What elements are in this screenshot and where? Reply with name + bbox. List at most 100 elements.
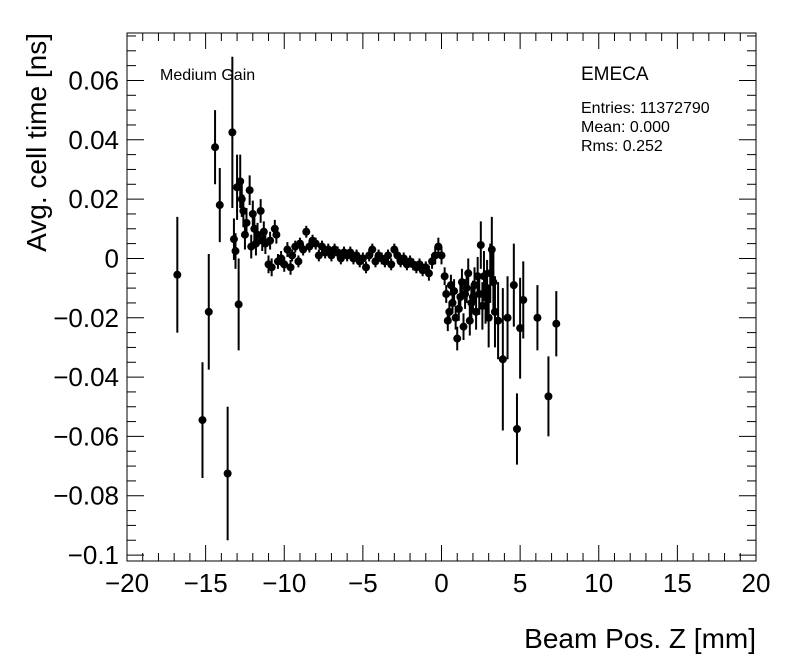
data-point xyxy=(453,334,462,343)
data-point xyxy=(476,241,485,250)
x-axis-title: Beam Pos. Z [mm] xyxy=(524,623,756,654)
data-point xyxy=(336,254,345,263)
y-tick-label: 0.02 xyxy=(68,184,119,214)
data-point xyxy=(399,254,408,263)
data-point xyxy=(428,257,437,266)
data-point xyxy=(266,236,275,245)
x-tick-label: 0 xyxy=(434,568,448,598)
data-point xyxy=(277,254,286,263)
data-point xyxy=(446,281,455,290)
data-point xyxy=(387,260,396,269)
data-point xyxy=(295,239,304,248)
data-point xyxy=(442,290,451,299)
data-point xyxy=(371,257,380,266)
data-point xyxy=(253,230,262,239)
y-tick-label: −0.02 xyxy=(53,303,119,333)
data-point xyxy=(544,392,553,401)
data-point xyxy=(358,254,367,263)
data-point xyxy=(451,313,460,322)
stats-rms: Rms: 0.252 xyxy=(581,138,663,155)
data-point xyxy=(533,313,542,322)
x-tick-label: 5 xyxy=(513,568,527,598)
x-tick-label: −15 xyxy=(184,568,228,598)
stats-mean: Mean: 0.000 xyxy=(581,119,670,136)
data-point xyxy=(431,251,440,260)
data-point xyxy=(346,248,355,257)
data-point xyxy=(475,290,484,299)
data-point xyxy=(484,313,493,322)
data-point xyxy=(519,295,528,304)
data-point xyxy=(239,206,248,215)
data-point xyxy=(215,201,224,210)
data-point xyxy=(384,251,393,260)
data-point xyxy=(424,269,433,278)
data-point xyxy=(272,230,281,239)
x-tick-label: −20 xyxy=(105,568,149,598)
data-point xyxy=(233,183,242,192)
gain-label: Medium Gain xyxy=(160,67,255,84)
data-point xyxy=(368,245,377,254)
data-point xyxy=(552,319,561,328)
data-point xyxy=(464,269,473,278)
data-point xyxy=(234,300,243,309)
data-point xyxy=(311,239,320,248)
y-tick-label: 0 xyxy=(105,243,119,273)
data-point xyxy=(250,224,259,233)
data-point xyxy=(445,307,454,316)
data-point xyxy=(437,251,446,260)
data-point xyxy=(231,247,240,256)
data-point xyxy=(204,307,213,316)
data-point xyxy=(237,195,246,204)
x-tick-label: 10 xyxy=(584,568,613,598)
x-tick-label: 15 xyxy=(663,568,692,598)
data-point xyxy=(494,316,503,325)
data-point xyxy=(236,177,245,186)
data-point xyxy=(288,251,297,260)
data-point xyxy=(498,355,507,364)
data-point xyxy=(286,263,295,272)
detector-label: EMECA xyxy=(581,64,649,85)
data-point xyxy=(509,281,518,290)
data-point xyxy=(489,278,498,287)
data-point xyxy=(314,251,323,260)
data-point xyxy=(240,230,249,239)
data-point xyxy=(457,278,466,287)
y-axis-title: Avg. cell time [ns] xyxy=(21,33,52,252)
y-tick-label: 0.04 xyxy=(68,125,119,155)
data-point xyxy=(245,186,254,195)
y-tick-label: 0.06 xyxy=(68,65,119,95)
data-point xyxy=(324,245,333,254)
data-point xyxy=(465,316,474,325)
data-point xyxy=(365,251,374,260)
data-point xyxy=(503,313,512,322)
data-point xyxy=(454,304,463,313)
data-point xyxy=(450,287,459,296)
data-point xyxy=(462,284,471,293)
data-point xyxy=(248,209,257,218)
data-point xyxy=(443,316,452,325)
data-point xyxy=(470,281,479,290)
data-point xyxy=(299,245,308,254)
data-point xyxy=(393,251,402,260)
y-tick-label: −0.1 xyxy=(68,540,119,570)
data-point xyxy=(229,235,238,244)
data-point xyxy=(302,227,311,236)
data-point xyxy=(362,263,371,272)
data-point xyxy=(256,206,265,215)
data-point xyxy=(259,227,268,236)
axis-ticks: −20 −15 −10 −5 0 5 10 15 20 −0.1 −0.08 −0.06 −0.04 −0… xyxy=(53,33,770,598)
x-tick-label: −10 xyxy=(262,568,306,598)
data-point xyxy=(478,301,487,310)
data-markers xyxy=(173,56,561,541)
data-point xyxy=(283,245,292,254)
x-tick-label: 20 xyxy=(742,568,771,598)
data-point xyxy=(448,298,457,307)
y-tick-label: −0.04 xyxy=(53,362,119,392)
data-point xyxy=(267,263,276,272)
data-point xyxy=(380,257,389,266)
data-point xyxy=(333,248,342,257)
y-tick-label: −0.06 xyxy=(53,421,119,451)
data-point xyxy=(512,425,521,433)
